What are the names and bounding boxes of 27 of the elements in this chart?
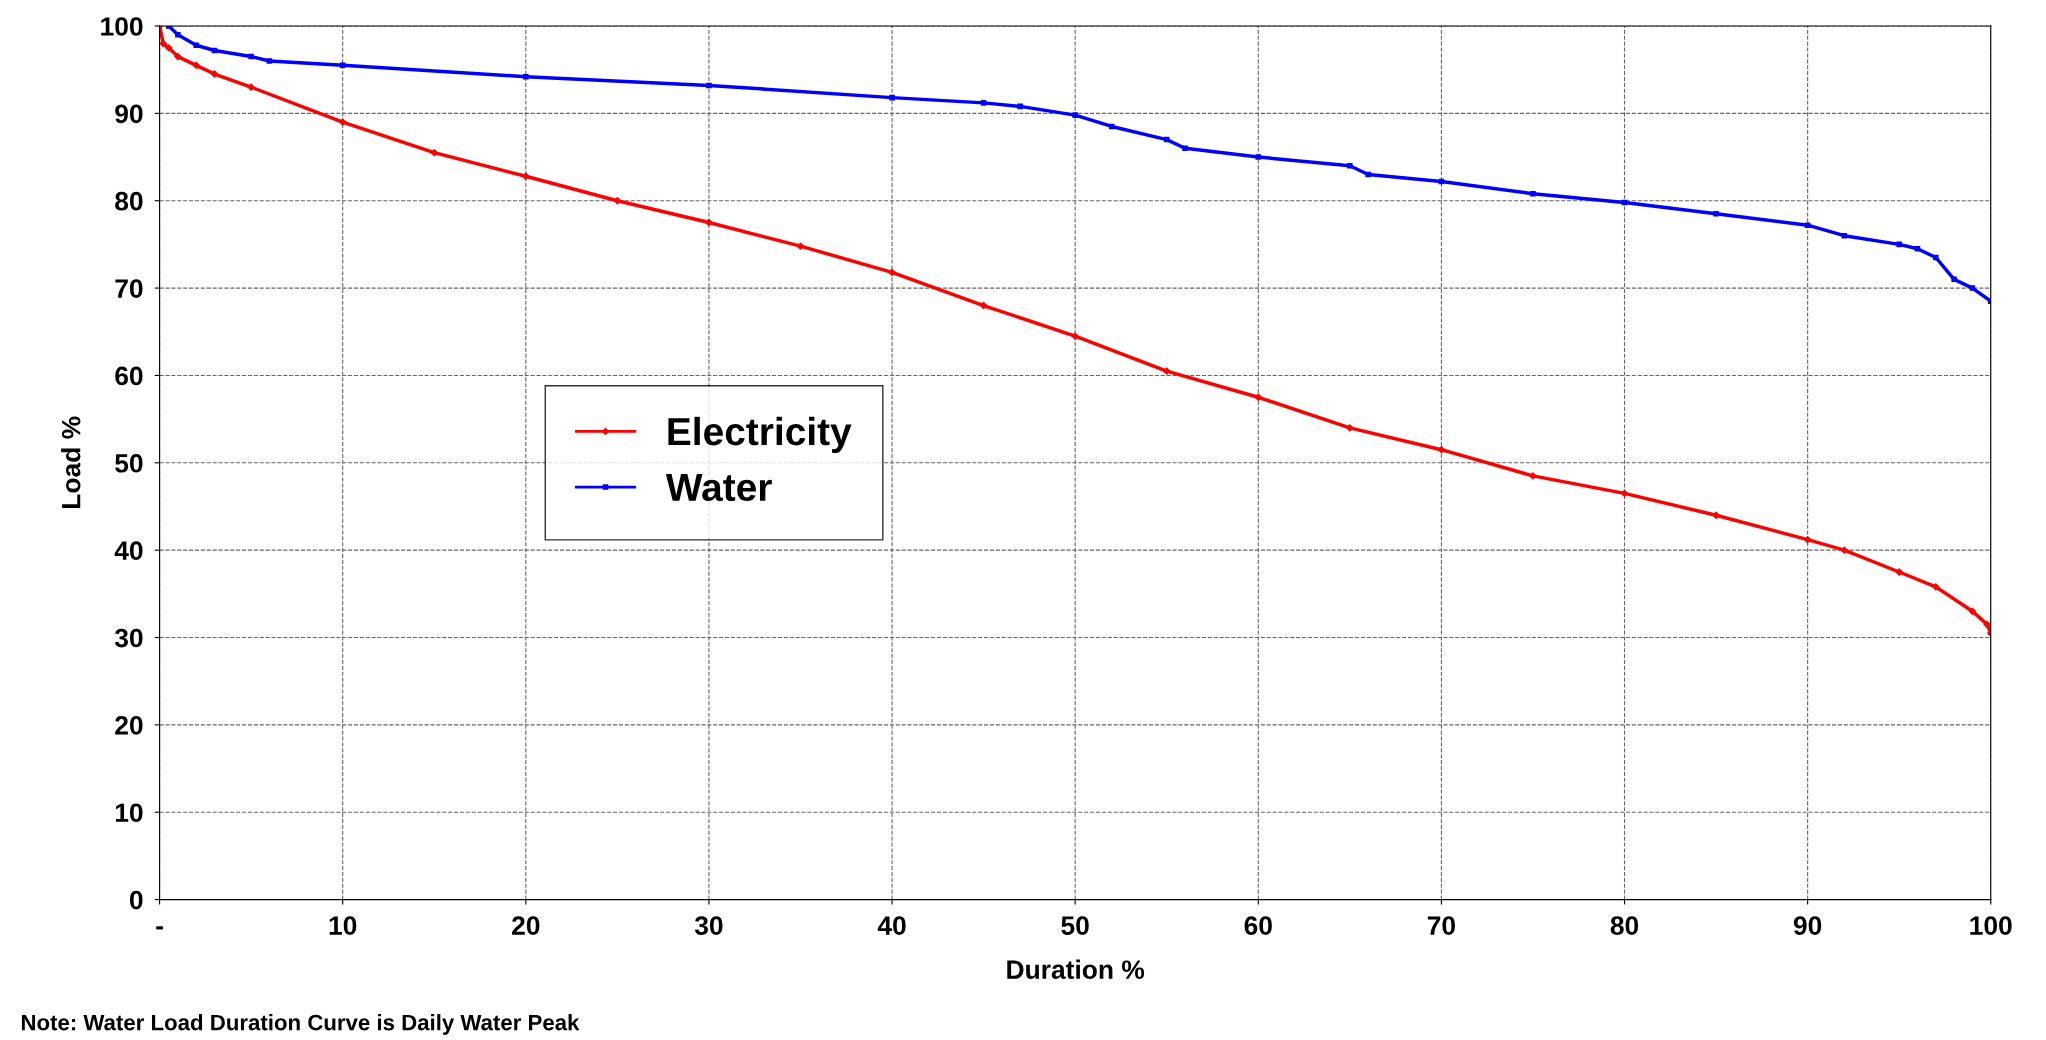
x-tick-label: 10	[329, 916, 357, 935]
y-tick-label: 60	[115, 366, 143, 386]
x-tick-label: 20	[512, 916, 540, 935]
x-axis-title: Duration %	[1007, 959, 1145, 979]
y-tick-label: 80	[115, 191, 143, 211]
x-tick-label: 30	[694, 916, 723, 935]
y-tick-label: 0	[129, 890, 143, 910]
x-tick-label: 90	[1793, 916, 1822, 935]
x-tick-label: 60	[1244, 916, 1272, 935]
y-axis-title: Load %	[61, 416, 81, 508]
x-tick-label: 80	[1610, 916, 1639, 935]
legend-label: Water	[665, 473, 772, 502]
y-tick-label: 20	[115, 716, 143, 735]
text: Note: Water Load Duration Curve is Daily Water Peak	[21, 1014, 580, 1035]
x-tick-label: -	[156, 926, 163, 930]
y-tick-label: 40	[114, 541, 143, 560]
y-tick-label: 90	[115, 104, 143, 124]
x-tick-label: 100	[1970, 916, 2012, 935]
y-tick-label: 70	[115, 279, 143, 298]
y-tick-label: 30	[114, 628, 143, 648]
x-tick-label: 50	[1061, 916, 1089, 935]
y-tick-label: 10	[115, 803, 143, 823]
x-tick-label: 70	[1427, 916, 1455, 935]
y-tick-label: 50	[115, 453, 143, 473]
x-tick-label: 40	[877, 916, 906, 935]
legend-label: Electricity	[668, 416, 852, 454]
y-tick-label: 100	[101, 17, 143, 36]
